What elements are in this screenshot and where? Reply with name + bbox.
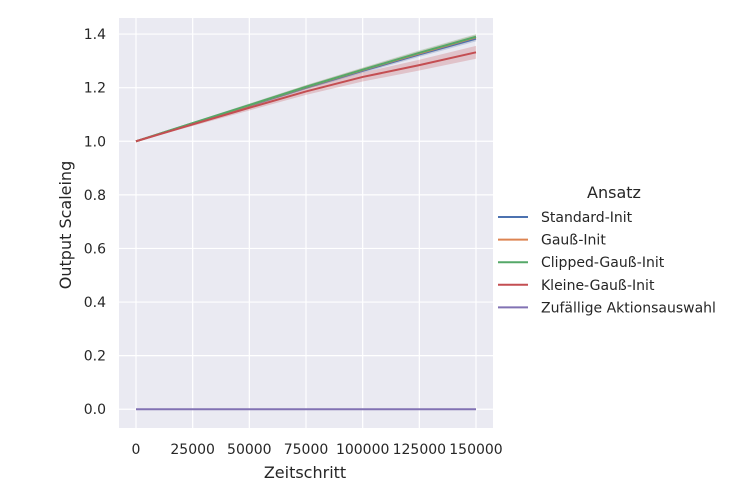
- legend-label: Clipped-Gauß-Init: [541, 255, 665, 271]
- y-tick-label: 0.0: [84, 402, 106, 418]
- legend: Ansatz Standard-Init Gauß-Init Clipped-Gau…: [498, 183, 716, 316]
- x-tick-label: 100000: [336, 442, 389, 458]
- series-line: [135, 51, 477, 143]
- y-tick-label: 0.2: [84, 349, 106, 365]
- legend-label: Zufällige Aktionsauswahl: [541, 300, 716, 316]
- x-tick-label: 50000: [227, 442, 272, 458]
- y-tick-label: 0.8: [84, 188, 106, 204]
- x-tick-labels: 0 25000 50000 75000 100000 125000 150000: [132, 442, 503, 458]
- x-tick-label: 75000: [284, 442, 329, 458]
- legend-label: Standard-Init: [541, 210, 633, 226]
- x-axis-label: Zeitschritt: [264, 463, 346, 482]
- y-tick-label: 1.4: [84, 27, 106, 43]
- y-tick-label: 0.6: [84, 241, 106, 257]
- y-axis-label: Output Scaleing: [56, 161, 75, 289]
- y-tick-label: 0.4: [84, 295, 106, 311]
- series-band: [136, 45, 476, 142]
- series-lines: [135, 35, 477, 411]
- y-tick-label: 1.2: [84, 81, 106, 97]
- legend-label: Kleine-Gauß-Init: [541, 278, 655, 294]
- x-tick-label: 125000: [393, 442, 446, 458]
- legend-label: Gauß-Init: [541, 233, 606, 249]
- y-tick-labels: 0.0 0.2 0.4 0.6 0.8 1.0 1.2 1.4: [84, 27, 106, 418]
- x-tick-label: 25000: [170, 442, 215, 458]
- y-tick-label: 1.0: [84, 134, 106, 150]
- x-tick-label: 0: [132, 442, 141, 458]
- x-tick-label: 150000: [449, 442, 502, 458]
- legend-title: Ansatz: [587, 183, 641, 202]
- series-line: [135, 35, 477, 143]
